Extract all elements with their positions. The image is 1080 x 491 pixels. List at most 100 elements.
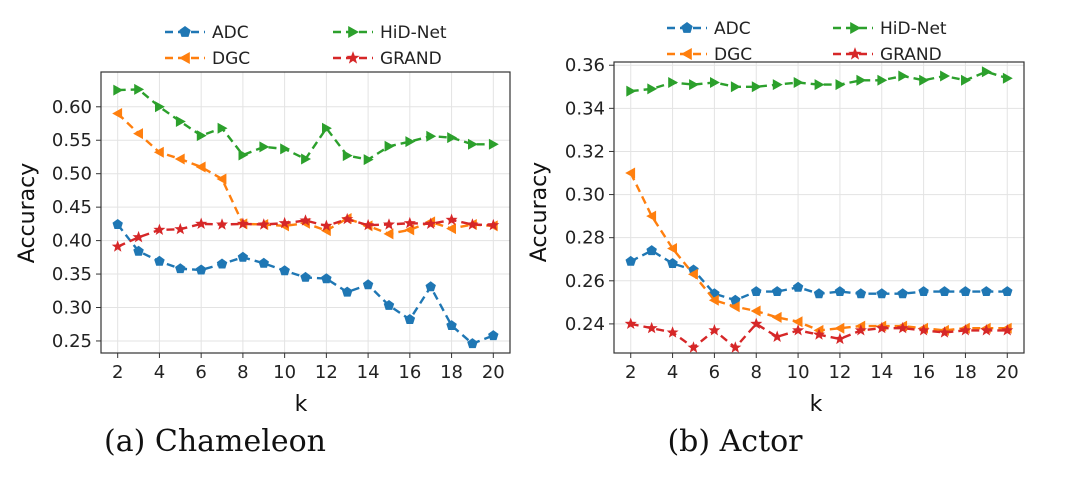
x-tick-label: 14 bbox=[357, 362, 380, 383]
series-adc bbox=[112, 219, 499, 349]
data-point-hidnet bbox=[426, 130, 437, 142]
y-tick-label: 0.40 bbox=[52, 231, 92, 252]
data-point-hidnet bbox=[772, 79, 783, 91]
data-point-grand bbox=[1001, 324, 1014, 336]
data-point-adc bbox=[133, 245, 144, 256]
series-line-dgc bbox=[629, 172, 1008, 332]
data-point-dgc bbox=[174, 153, 185, 165]
data-point-dgc bbox=[771, 311, 782, 323]
plot-frame bbox=[100, 71, 511, 354]
data-point-adc bbox=[342, 286, 353, 297]
x-axis-label-chameleon: k bbox=[295, 392, 308, 417]
legend-label-adc: ADC bbox=[714, 19, 751, 39]
data-point-dgc bbox=[750, 305, 761, 317]
series-adc bbox=[625, 245, 1013, 305]
x-tick-label: 8 bbox=[237, 362, 248, 383]
y-tick-label: 0.50 bbox=[52, 164, 92, 185]
data-point-adc bbox=[404, 314, 416, 324]
legend-label-dgc: DGC bbox=[212, 49, 250, 69]
data-point-dgc bbox=[625, 167, 636, 179]
data-point-hidnet bbox=[751, 81, 762, 93]
data-point-hidnet bbox=[196, 130, 207, 142]
y-tick-label: 0.35 bbox=[52, 264, 92, 285]
data-point-adc bbox=[751, 286, 762, 296]
data-point-adc bbox=[112, 219, 123, 229]
data-point-adc bbox=[667, 258, 678, 268]
y-tick-label: 0.30 bbox=[52, 298, 92, 319]
data-point-grand bbox=[813, 328, 825, 340]
data-point-hidnet bbox=[793, 77, 804, 88]
data-point-hidnet bbox=[384, 140, 395, 152]
data-point-hidnet bbox=[134, 83, 145, 95]
data-point-grand bbox=[383, 218, 395, 230]
data-point-grand bbox=[362, 218, 375, 231]
series-line-hidnet bbox=[630, 70, 1008, 93]
data-point-hidnet bbox=[405, 136, 416, 148]
data-point-hidnet bbox=[175, 116, 186, 127]
data-point-hidnet bbox=[856, 74, 867, 86]
y-tick-label: 0.24 bbox=[565, 314, 605, 335]
legend-chameleon: ADC HiD-Net DGC GRAND bbox=[165, 23, 447, 69]
data-point-hidnet bbox=[488, 138, 499, 150]
series-grand bbox=[111, 212, 500, 252]
series-line-hidnet bbox=[117, 88, 494, 161]
legend-label-grand: GRAND bbox=[880, 45, 942, 65]
legend-marker-dgc bbox=[681, 48, 692, 60]
legend-marker-adc bbox=[179, 26, 191, 37]
data-point-grand bbox=[320, 219, 333, 231]
data-point-hidnet bbox=[919, 74, 930, 86]
data-point-hidnet bbox=[668, 77, 679, 88]
x-tick-label: 16 bbox=[912, 362, 935, 383]
data-point-grand bbox=[445, 213, 458, 225]
data-point-dgc bbox=[729, 301, 740, 313]
data-point-dgc bbox=[708, 294, 719, 306]
data-point-grand bbox=[792, 324, 805, 336]
caption-actor: (b) Actor bbox=[667, 424, 803, 459]
data-point-grand bbox=[299, 214, 312, 226]
x-tick-label: 4 bbox=[154, 362, 165, 383]
data-point-adc bbox=[918, 286, 929, 296]
data-point-adc bbox=[446, 320, 457, 330]
x-tick-label: 4 bbox=[667, 362, 678, 383]
data-point-adc bbox=[981, 286, 992, 296]
data-point-hidnet bbox=[280, 143, 291, 155]
legend-label-adc: ADC bbox=[212, 23, 249, 43]
data-point-hidnet bbox=[322, 122, 332, 134]
data-point-grand bbox=[771, 330, 784, 342]
data-point-dgc bbox=[667, 243, 677, 254]
data-point-dgc bbox=[446, 223, 456, 235]
data-point-hidnet bbox=[689, 79, 699, 91]
caption-chameleon: (a) Chameleon bbox=[104, 424, 326, 459]
legend-actor: ADC HiD-Net DGC GRAND bbox=[667, 19, 947, 65]
chart-actor: ADC HiD-Net DGC GRAND 0.240.260.280.300.… bbox=[527, 19, 1025, 459]
y-tick-label: 0.28 bbox=[565, 228, 605, 249]
data-point-adc bbox=[960, 286, 971, 296]
data-point-adc bbox=[258, 257, 269, 268]
data-point-grand bbox=[487, 218, 500, 231]
data-point-dgc bbox=[404, 224, 415, 236]
data-point-grand bbox=[708, 324, 721, 336]
data-point-hidnet bbox=[814, 79, 825, 91]
data-point-grand bbox=[424, 217, 437, 229]
data-point-hidnet bbox=[447, 132, 458, 144]
data-point-hidnet bbox=[981, 66, 992, 78]
data-point-hidnet bbox=[217, 122, 228, 134]
plot-area-actor: 0.24 0.26 0.28 0.30 0.32 0.34 0.36 2 4 6 8 10 12 14 16… bbox=[565, 55, 1025, 383]
x-tick-label: 12 bbox=[828, 362, 851, 383]
data-point-grand bbox=[875, 321, 888, 334]
data-point-dgc bbox=[646, 210, 657, 222]
data-point-adc bbox=[1002, 286, 1013, 296]
data-point-grand bbox=[896, 321, 909, 334]
chart-chameleon: ADC HiD-Net DGC GRAND 0.25 0.30 0.35 0.40 0.… bbox=[15, 23, 511, 459]
x-tick-label: 20 bbox=[482, 362, 505, 383]
data-point-grand bbox=[174, 222, 187, 235]
data-point-dgc bbox=[834, 322, 845, 334]
data-point-adc bbox=[216, 258, 228, 269]
data-point-grand bbox=[132, 230, 145, 243]
legend-marker-grand bbox=[848, 47, 862, 60]
data-point-grand bbox=[466, 218, 479, 230]
data-point-adc bbox=[425, 281, 436, 292]
series-line-adc bbox=[116, 223, 494, 345]
y-tick-label: 0.25 bbox=[52, 331, 92, 352]
data-point-grand bbox=[257, 218, 270, 230]
